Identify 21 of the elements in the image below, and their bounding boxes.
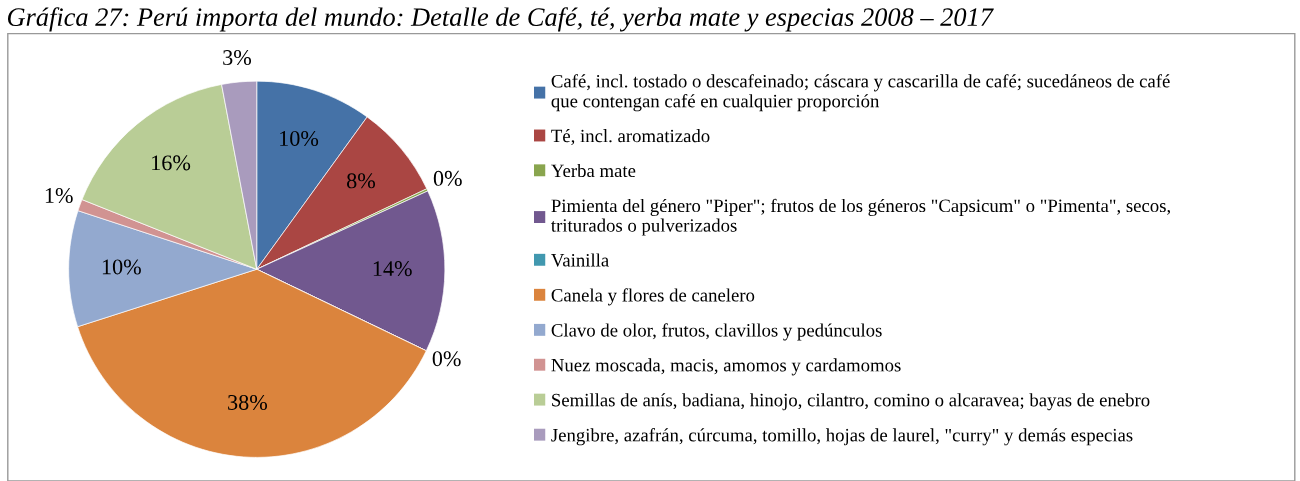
data-label: 10% <box>102 259 141 275</box>
legend-label: Clavo de olor, frutos, clavillos y pedúnculos <box>551 323 882 341</box>
data-label: 14% <box>373 261 412 277</box>
data-label: 8% <box>347 173 376 189</box>
legend-label: Canela y flores de canelero <box>551 288 755 306</box>
text: 0% <box>432 351 461 367</box>
data-label: 10% <box>280 130 319 147</box>
data-label: 0% <box>433 170 462 186</box>
data-label: 16% <box>152 155 191 171</box>
legend-label: Café, incl. tostado o descafeinado; cáscara y cascarilla de café; sucedáneos de café que contengan café en cualquier proporción <box>551 74 1170 112</box>
data-label: 3% <box>223 50 252 66</box>
data-label: 1% <box>45 187 73 204</box>
legend-label: Nuez moscada, macis, amomos y cardamomos <box>551 358 901 376</box>
legend-label: Té, incl. aromatizado <box>551 129 710 145</box>
data-label: 38% <box>228 394 268 411</box>
legend-label: Yerba mate <box>551 163 636 178</box>
legend-label: Semillas de anís, badiana, hinojo, cilantro, comino o alcaravea; bayas de enebro <box>552 393 1150 411</box>
legend-label: Jengibre, azafrán, cúrcuma, tomillo, hojas de laurel, "curry" y demás especias <box>551 428 1133 446</box>
chart-title: Gráfica 27: Perú importa del mundo: Detalle de Café, té, yerba mate y especias 2008 – 2017 <box>7 7 994 32</box>
legend-label: Pimienta del género "Piper"; frutos de los géneros "Capsicum" o "Pimenta", secos, triturados o pulverizados <box>551 198 1170 236</box>
legend-label: Vainilla <box>551 253 609 267</box>
